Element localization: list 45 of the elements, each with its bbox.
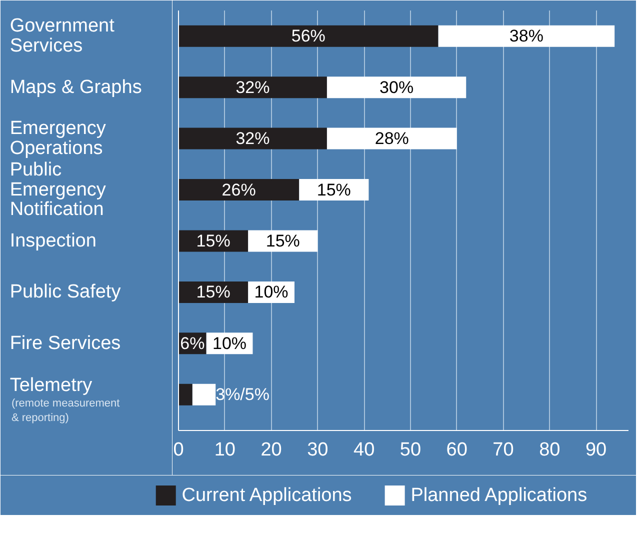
x-tick-label: 40: [354, 440, 375, 460]
data-label: 26%: [222, 180, 256, 200]
y-tick-label: Government Services: [10, 16, 116, 57]
bar: [192, 384, 216, 406]
data-label: 15%: [316, 180, 351, 200]
y-tick-label: Telemetry: [10, 374, 93, 396]
bar: [178, 179, 300, 201]
x-tick-label: 10: [214, 440, 236, 460]
legend-label: Planned Applications: [410, 485, 588, 506]
data-label: 32%: [236, 129, 270, 148]
data-label: 30%: [380, 78, 414, 97]
data-label: 56%: [291, 26, 326, 46]
data-label: 32%: [236, 78, 270, 97]
y-tick-label: Fire Services: [10, 332, 121, 354]
bar: [438, 25, 615, 47]
bar: [178, 76, 327, 98]
y-tick-label: Public Emergency Notification: [10, 159, 106, 220]
y-tick-label: Public Safety: [10, 282, 122, 303]
x-tick-label: 0: [173, 440, 184, 460]
bar: [326, 128, 457, 150]
x-tick-label: 30: [307, 440, 328, 460]
x-tick-label: 20: [260, 440, 282, 460]
bar: [178, 384, 192, 406]
x-tick-label: 80: [539, 440, 560, 460]
bar: [178, 25, 438, 47]
y-tick-label: Inspection: [10, 230, 96, 252]
y-tick-label: Maps & Graphs: [10, 76, 142, 98]
annotation: 3%/5%: [216, 385, 270, 404]
data-label: 15%: [196, 282, 230, 302]
data-label: 38%: [509, 26, 544, 46]
x-tick-label: 70: [492, 440, 514, 460]
data-label: 6%: [180, 334, 205, 353]
x-tick-label: 50: [400, 440, 422, 460]
bar: [326, 76, 466, 98]
data-label: 10%: [254, 282, 288, 302]
x-tick-label: 60: [446, 440, 468, 460]
bar: [178, 128, 327, 150]
data-label: 10%: [212, 334, 247, 353]
data-label: 15%: [266, 231, 300, 250]
data-label: 15%: [196, 231, 230, 250]
x-tick-label: 90: [585, 440, 607, 460]
y-tick-label: Emergency Operations: [10, 118, 106, 160]
legend-label: Current Applications: [182, 485, 352, 506]
text: (remote measurement & reporting): [11, 398, 120, 424]
data-label: 28%: [374, 129, 409, 148]
